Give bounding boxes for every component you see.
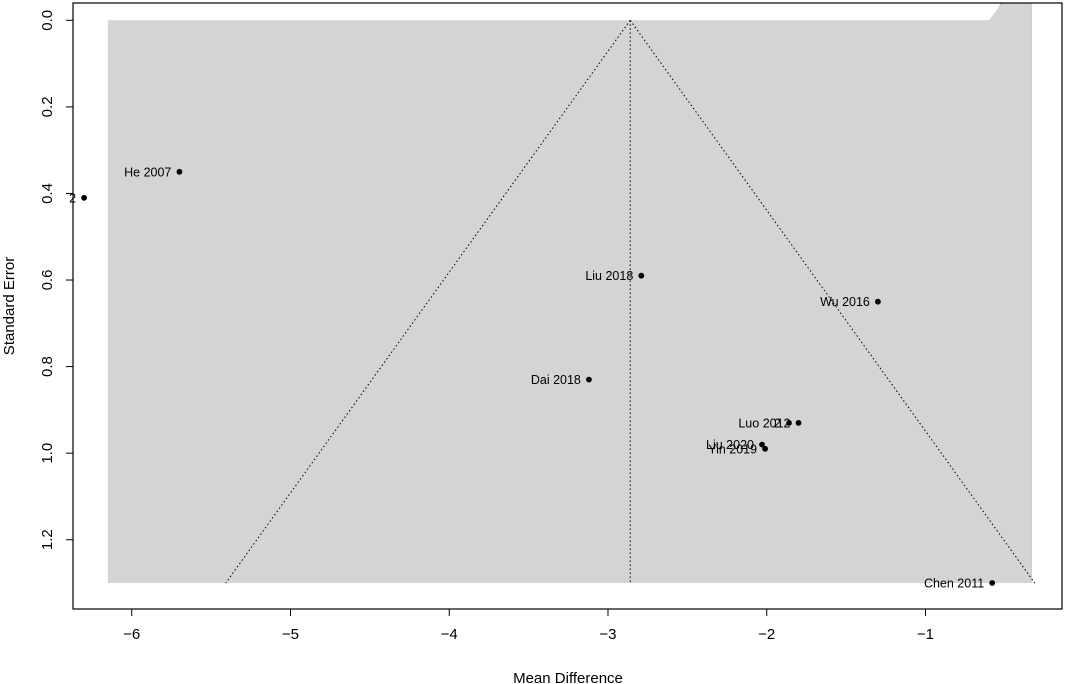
y-tick-label: 0.2 bbox=[39, 96, 56, 117]
y-tick-label: 0.8 bbox=[39, 356, 56, 377]
study-label: Dai 2018 bbox=[531, 373, 581, 387]
study-point bbox=[795, 420, 802, 426]
study-label: Luo 2012 bbox=[738, 416, 790, 430]
study-point bbox=[759, 441, 765, 448]
study-label: Liu 2020 bbox=[706, 438, 754, 452]
y-axis-title: Standard Error bbox=[1, 257, 18, 355]
x-axis-title: Mean Difference bbox=[513, 670, 623, 684]
y-tick-label: 1.0 bbox=[39, 443, 56, 464]
y-tick-label: 0.4 bbox=[39, 183, 56, 204]
study-label: Wu 2016 bbox=[820, 295, 870, 309]
x-axis: −6 −5 −4 −3 −2 −1 bbox=[123, 608, 934, 643]
study-point bbox=[586, 376, 592, 383]
x-tick-label: −2 bbox=[758, 626, 775, 643]
study-point bbox=[638, 272, 645, 279]
study-label: He 2007 bbox=[124, 165, 171, 179]
study-label: Chen 2011 bbox=[924, 577, 984, 591]
x-tick-label: −4 bbox=[441, 626, 458, 643]
study-label: 2 bbox=[774, 416, 781, 430]
contour-band-p01 bbox=[552, 3, 1032, 583]
study-point bbox=[875, 298, 881, 305]
y-axis: 0.0 0.2 0.4 0.6 0.8 1.0 1.2 bbox=[39, 10, 74, 550]
study-point bbox=[176, 168, 183, 175]
study-point bbox=[762, 445, 768, 452]
study-point bbox=[786, 420, 792, 426]
y-tick-label: 0.6 bbox=[39, 270, 56, 291]
y-tick-label: 0.0 bbox=[39, 10, 56, 31]
study-point bbox=[989, 580, 996, 586]
x-tick-label: −1 bbox=[917, 626, 934, 643]
x-tick-label: −6 bbox=[123, 626, 140, 643]
study-label: Yin 2019 bbox=[708, 442, 757, 456]
y-tick-label: 1.2 bbox=[39, 529, 56, 550]
x-tick-label: −3 bbox=[599, 626, 616, 643]
x-tick-label: −5 bbox=[282, 626, 299, 643]
study-point bbox=[81, 194, 87, 201]
study-label: Liu 2018 bbox=[585, 269, 633, 283]
